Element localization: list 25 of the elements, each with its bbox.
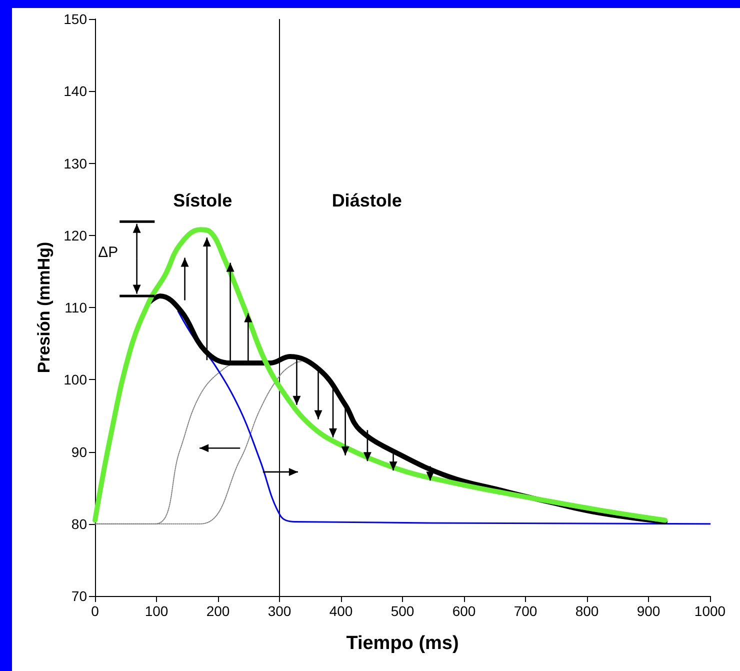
- x-tick-label: 800: [575, 603, 599, 619]
- x-tick-label: 500: [390, 603, 414, 619]
- y-tick-label: 140: [64, 83, 88, 100]
- y-tick-label: 100: [64, 372, 88, 388]
- x-tick-label: 900: [636, 603, 660, 619]
- y-tick-label: 70: [71, 588, 88, 604]
- y-tick-label: 90: [71, 444, 88, 460]
- x-tick-label: 0: [91, 603, 100, 619]
- y-tick-label: 110: [64, 300, 88, 316]
- x-tick-label: 400: [329, 603, 353, 619]
- x-tick-label: 700: [514, 603, 538, 619]
- x-tick-label: 100: [144, 603, 168, 619]
- y-tick-label: 120: [64, 227, 88, 244]
- annotation: Sístole: [173, 190, 232, 211]
- x-tick-label: 600: [452, 603, 476, 619]
- y-axis-title: Presión (mmHg): [34, 242, 54, 374]
- annotation: Diástole: [332, 190, 402, 211]
- y-tick-label: 150: [64, 11, 88, 27]
- y-tick-label: 80: [71, 516, 88, 532]
- annotation: ΔP: [98, 244, 118, 262]
- x-tick-label: 1000: [694, 603, 726, 619]
- x-tick-label: 300: [268, 603, 292, 619]
- x-tick-label: 200: [206, 603, 230, 619]
- x-axis-title: Tiempo (ms): [346, 633, 459, 654]
- y-tick-label: 130: [64, 155, 88, 172]
